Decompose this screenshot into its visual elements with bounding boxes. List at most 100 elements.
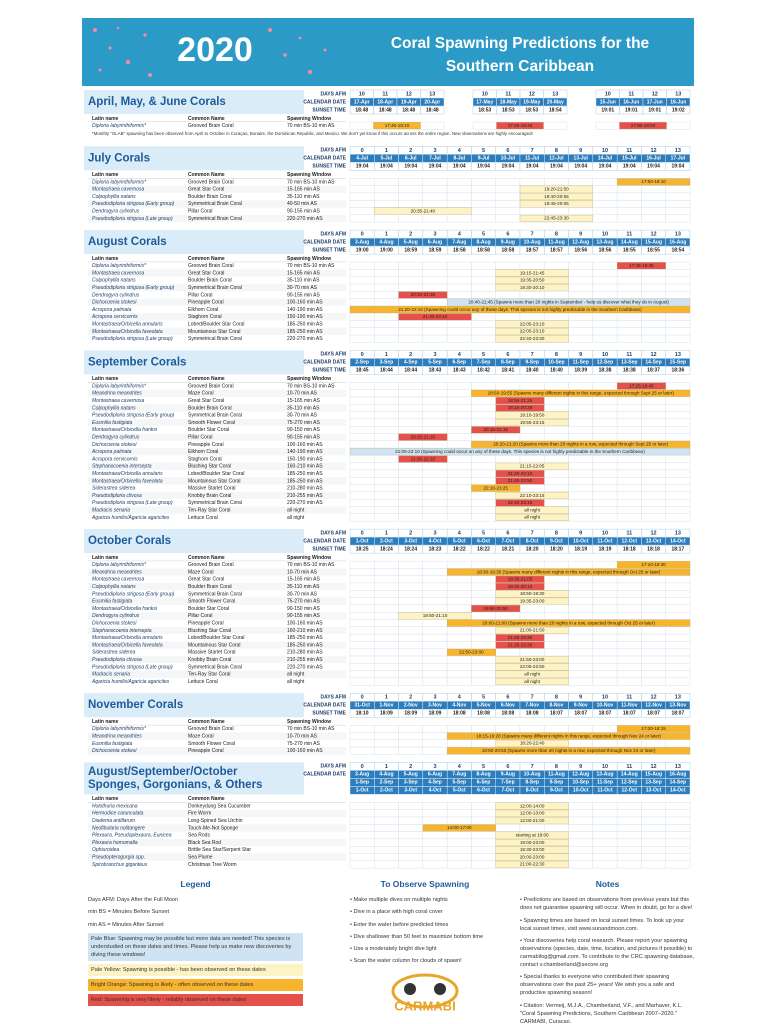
cell [592,816,618,825]
common-name: Grooved Brain Coral [188,726,234,732]
sunset-time: 19:01 [601,107,614,113]
cell [616,853,642,862]
spawning-window: 75-270 min AS [287,741,320,747]
row-label: CALENDAR DATE [303,703,346,709]
cell [471,283,496,292]
section-title: September Corals [88,356,186,368]
common-name: Pineapple Coral [188,442,224,448]
cell [422,677,448,686]
spawning-window: 90-155 min AS [287,613,320,619]
cell [398,824,424,832]
spawning-window: 210-280 min AS [287,486,323,492]
cell [544,582,569,591]
cell [641,455,666,463]
cell [592,597,618,606]
cell [568,560,594,569]
cell [349,327,375,336]
sunset-time: 18:57 [526,247,539,253]
calendar-date: 2-Sep [355,360,369,366]
row-label: SUNSET TIME [312,107,346,113]
cell [422,283,448,292]
latin-name: Hermodice carunculata [92,811,144,817]
cell [446,739,472,748]
day-afm: 12 [651,232,657,238]
cell [398,440,424,449]
cell [616,655,642,664]
cell [398,404,424,412]
cell [446,462,472,471]
cell [544,396,569,405]
cell [665,575,691,584]
cell [422,298,448,307]
day-afm: 10 [605,91,611,97]
cell [616,663,642,671]
calendar-date: 8-Sep [501,360,515,366]
cell [349,261,375,270]
latin-name: Dendrogyra cylindrus [92,292,140,298]
cell [446,396,472,405]
section-title-bg [84,90,304,114]
calendar-date: 11-Oct [597,538,613,544]
calendar-date: 1-Oct [356,538,369,544]
calendar-date: 17-Apr [354,99,370,105]
cell [422,739,448,748]
cell [374,506,399,515]
spawning-window: 15-165 min AS [287,270,320,276]
spawn-window [446,732,691,740]
day-afm: 9 [579,148,582,154]
cell [665,433,691,442]
cell [592,838,618,847]
cell [420,121,445,130]
cell [422,276,448,285]
common-name: Christmas Tree Worm [188,862,237,868]
spawning-window: 140-190 min AS [287,307,323,313]
cell [495,382,521,390]
cell [398,641,424,649]
cell [446,404,472,412]
cell [665,582,691,591]
cell [422,513,448,522]
cell [665,327,691,336]
calendar-date: 8-Jul [453,156,465,162]
row-bg [88,648,346,656]
cell [544,178,569,186]
cell [471,491,496,500]
cell [398,663,424,671]
cell [471,853,496,862]
cell [568,418,594,427]
spawn-window [446,619,691,627]
cell [349,499,375,507]
cell [446,199,472,208]
common-name: Blushing Star Coral [188,628,231,634]
common-name: Symmetrical Brain Coral [188,285,242,291]
cell [398,619,424,628]
cell [349,838,375,847]
row-bg [88,831,346,839]
sunset-time: 18:44 [404,368,417,374]
cell [349,626,375,635]
cell [398,426,424,434]
cell [592,655,618,664]
cell [568,484,594,493]
cell [568,739,594,748]
cell [374,298,399,307]
calendar-date: 4-Aug [379,772,393,778]
spawn-time: 21:00-22:30 [520,862,545,867]
spawn-time: 19:30-20:10 [520,285,545,290]
cell [422,853,448,862]
cell [665,418,691,427]
cell [495,192,521,201]
cell [446,214,472,223]
cell [374,663,399,671]
column-header: Common Name [188,719,225,725]
cell [568,853,594,862]
latin-name: Stephanocoenia intersepta [92,628,152,634]
row-bg [88,824,346,832]
spawn-time: 21:30-22:10 [411,456,436,461]
cell [592,199,618,208]
cell [592,648,618,657]
sunset-time: 18:54 [671,247,684,253]
day-afm: 9 [579,232,582,238]
cell [519,725,545,733]
cell [592,269,618,277]
